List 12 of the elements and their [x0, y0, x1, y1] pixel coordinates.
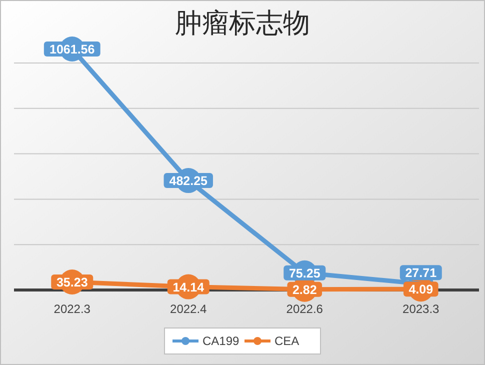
data-label: 4.09: [408, 282, 434, 297]
x-tick-label: 2022.4: [170, 302, 208, 316]
x-tick-label: 2022.6: [286, 302, 324, 316]
legend-label: CEA: [274, 334, 300, 348]
legend-label: CA199: [202, 334, 240, 348]
data-label: 482.25: [169, 174, 208, 188]
chart-title: 肿瘤标志物: [175, 8, 310, 39]
data-label: 2.82: [292, 282, 317, 297]
x-tick-label: 2022.3: [54, 302, 91, 316]
x-tick-label: 2023.3: [402, 302, 440, 316]
data-label: 27.71: [405, 266, 437, 280]
data-label: 1061.56: [50, 42, 95, 56]
